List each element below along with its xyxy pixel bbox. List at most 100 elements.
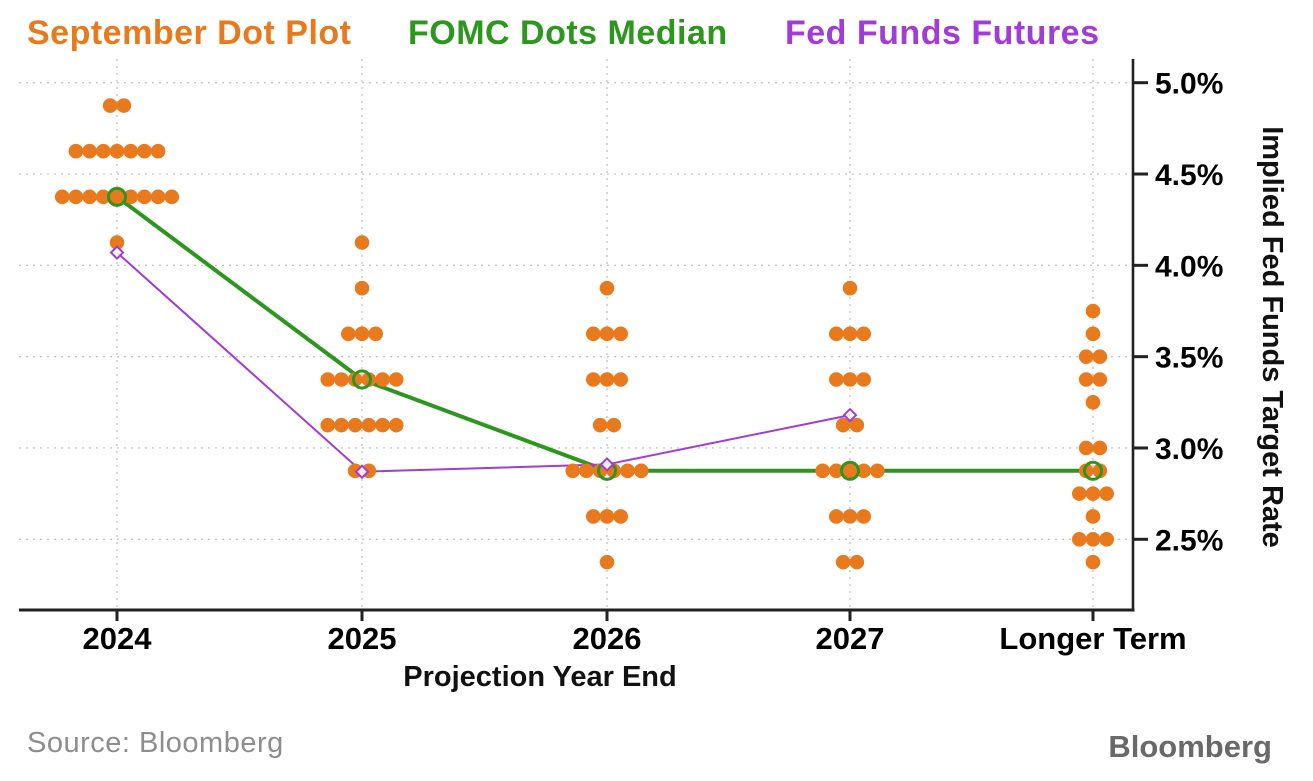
projection-dot bbox=[1078, 440, 1094, 456]
y-tick-label: 2.5% bbox=[1155, 524, 1223, 557]
projection-dot bbox=[96, 143, 111, 159]
projection-dot bbox=[54, 189, 70, 205]
projection-dot bbox=[1092, 372, 1108, 387]
projection-dot bbox=[1099, 486, 1114, 501]
projection-dot bbox=[620, 463, 635, 479]
legend-fed-funds-futures: Fed Funds Futures bbox=[785, 14, 1100, 52]
projection-dot bbox=[849, 554, 865, 570]
projection-dot bbox=[150, 189, 166, 205]
projection-dot bbox=[123, 189, 138, 205]
projection-dot bbox=[68, 189, 84, 205]
projection-dot bbox=[150, 143, 166, 159]
projection-dot bbox=[856, 509, 871, 524]
projection-dot bbox=[592, 417, 608, 433]
projection-dot bbox=[835, 554, 851, 570]
futures-markers bbox=[109, 245, 858, 480]
projection-dot bbox=[1085, 509, 1101, 524]
projection-dot bbox=[1072, 532, 1087, 547]
projection-dot bbox=[599, 280, 615, 296]
projection-dot bbox=[347, 417, 363, 433]
projection-dot bbox=[856, 463, 871, 479]
projection-dot bbox=[835, 417, 851, 433]
projection-dot bbox=[606, 417, 622, 433]
projection-dot bbox=[1078, 372, 1094, 387]
futures-marker bbox=[354, 464, 370, 480]
projection-dot bbox=[1099, 532, 1114, 547]
y-axis-ticks: 2.5% 3.0% 3.5% 4.0% 4.5% 5.0% bbox=[1133, 68, 1223, 557]
projection-dot bbox=[137, 189, 152, 205]
futures-marker bbox=[109, 245, 125, 260]
projection-dot bbox=[856, 372, 871, 387]
median-marker bbox=[352, 369, 372, 390]
projection-dot bbox=[1092, 349, 1108, 364]
projection-dot bbox=[870, 463, 885, 479]
projection-dot bbox=[586, 509, 601, 524]
y-tick-label: 4.5% bbox=[1155, 159, 1223, 192]
projection-dot bbox=[388, 417, 404, 433]
projection-dot bbox=[842, 463, 858, 479]
projection-dot bbox=[354, 280, 370, 296]
projection-dot bbox=[109, 189, 125, 205]
legend-september-dot-plot: September Dot Plot bbox=[27, 14, 352, 52]
y-tick-label: 5.0% bbox=[1155, 68, 1223, 101]
projection-dot bbox=[347, 372, 363, 387]
y-tick-label: 3.0% bbox=[1155, 433, 1223, 466]
projection-dot bbox=[829, 372, 844, 387]
projection-dot bbox=[320, 417, 336, 433]
projection-dot bbox=[361, 372, 377, 387]
futures-marker bbox=[599, 457, 615, 472]
projection-dot bbox=[1078, 349, 1094, 364]
projection-dot bbox=[334, 417, 349, 433]
projection-dot bbox=[599, 372, 615, 387]
projection-dot bbox=[586, 372, 601, 387]
projection-dot bbox=[633, 463, 649, 479]
projection-dot bbox=[320, 372, 336, 387]
projection-dot bbox=[613, 509, 628, 524]
projection-dot bbox=[68, 143, 84, 159]
projection-dot bbox=[599, 326, 615, 342]
x-tick-label: 2025 bbox=[328, 621, 397, 656]
projection-dot bbox=[829, 509, 844, 524]
projection-dot bbox=[109, 235, 125, 250]
projection-dot bbox=[856, 326, 871, 342]
fed-funds-futures-line bbox=[116, 251, 851, 473]
projection-dot bbox=[137, 143, 152, 159]
x-tick-label: 2024 bbox=[83, 621, 153, 656]
projection-dot bbox=[842, 280, 858, 296]
source-attribution: Source: Bloomberg bbox=[27, 727, 284, 759]
projection-dot bbox=[815, 463, 830, 479]
projection-dot bbox=[375, 372, 390, 387]
projection-dot bbox=[599, 509, 615, 524]
dot-plot-series bbox=[54, 98, 1114, 570]
y-tick-label: 3.5% bbox=[1155, 342, 1223, 375]
projection-dot bbox=[388, 372, 404, 387]
projection-dot bbox=[1072, 486, 1087, 501]
median-marker bbox=[1083, 460, 1103, 481]
projection-dot bbox=[579, 463, 594, 479]
projection-dot bbox=[842, 509, 858, 524]
projection-dot bbox=[116, 98, 132, 113]
projection-dot bbox=[1085, 554, 1101, 570]
x-tick-label: Longer Term bbox=[999, 621, 1186, 656]
projection-dot bbox=[123, 143, 138, 159]
projection-dot bbox=[1085, 303, 1101, 319]
projection-dot bbox=[849, 417, 865, 433]
projection-dot bbox=[613, 372, 628, 387]
projection-dot bbox=[102, 98, 118, 113]
projection-dot bbox=[829, 463, 844, 479]
projection-dot bbox=[565, 463, 581, 479]
projection-dot bbox=[361, 417, 377, 433]
projection-dot bbox=[354, 235, 370, 250]
x-tick-label: 2027 bbox=[816, 621, 885, 656]
projection-dot bbox=[1092, 463, 1108, 479]
projection-dot bbox=[341, 326, 356, 342]
y-tick-label: 4.0% bbox=[1155, 250, 1223, 283]
projection-dot bbox=[354, 326, 370, 342]
projection-dot bbox=[1078, 463, 1094, 479]
projection-dot bbox=[334, 372, 349, 387]
projection-dot bbox=[599, 554, 615, 570]
bloomberg-logo: Bloomberg bbox=[1108, 729, 1272, 764]
projection-dot bbox=[82, 189, 97, 205]
projection-dot bbox=[829, 326, 844, 342]
